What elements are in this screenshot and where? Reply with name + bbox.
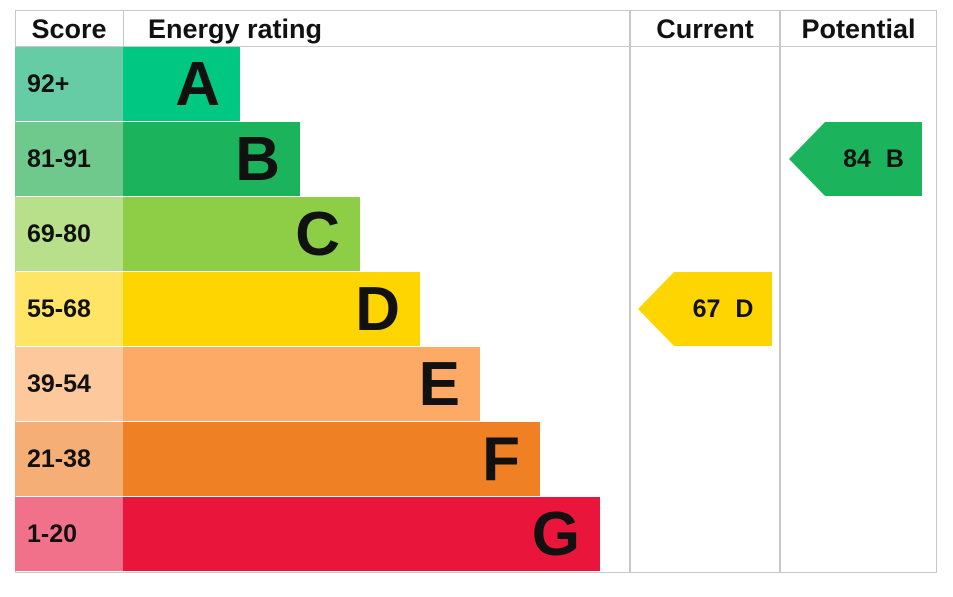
- divider-score: [123, 10, 124, 47]
- score-cell-e: 39-54: [15, 347, 123, 421]
- potential-rating-label: 84 B: [843, 145, 904, 173]
- score-cell-a: 92+: [15, 47, 123, 121]
- rating-bar-c: C: [123, 197, 360, 271]
- border-bottom: [15, 572, 937, 573]
- header-energy-rating: Energy rating: [147, 14, 323, 44]
- rating-bar-f: F: [123, 422, 540, 496]
- rating-bar-a: A: [123, 47, 240, 121]
- score-cell-d: 55-68: [15, 272, 123, 346]
- divider-current: [629, 10, 631, 573]
- divider-potential: [779, 10, 781, 573]
- rating-bar-b: B: [123, 122, 300, 196]
- potential-rating-arrow: 84 B: [789, 122, 922, 196]
- score-cell-g: 1-20: [15, 497, 123, 571]
- header-current: Current: [656, 14, 754, 44]
- rating-bar-e: E: [123, 347, 480, 421]
- header-score: Score: [31, 14, 107, 44]
- current-rating-label: 67 D: [692, 295, 754, 323]
- header-potential: Potential: [801, 14, 916, 44]
- border-top: [15, 10, 937, 11]
- rating-bar-g: G: [123, 497, 600, 571]
- current-arrow-shape: [638, 272, 772, 346]
- score-cell-f: 21-38: [15, 422, 123, 496]
- header-divider: [15, 46, 937, 47]
- score-cell-b: 81-91: [15, 122, 123, 196]
- score-cell-c: 69-80: [15, 197, 123, 271]
- border-right: [936, 10, 937, 573]
- potential-arrow-shape: [789, 122, 922, 196]
- current-rating-arrow: 67 D: [638, 272, 772, 346]
- rating-bar-d: D: [123, 272, 420, 346]
